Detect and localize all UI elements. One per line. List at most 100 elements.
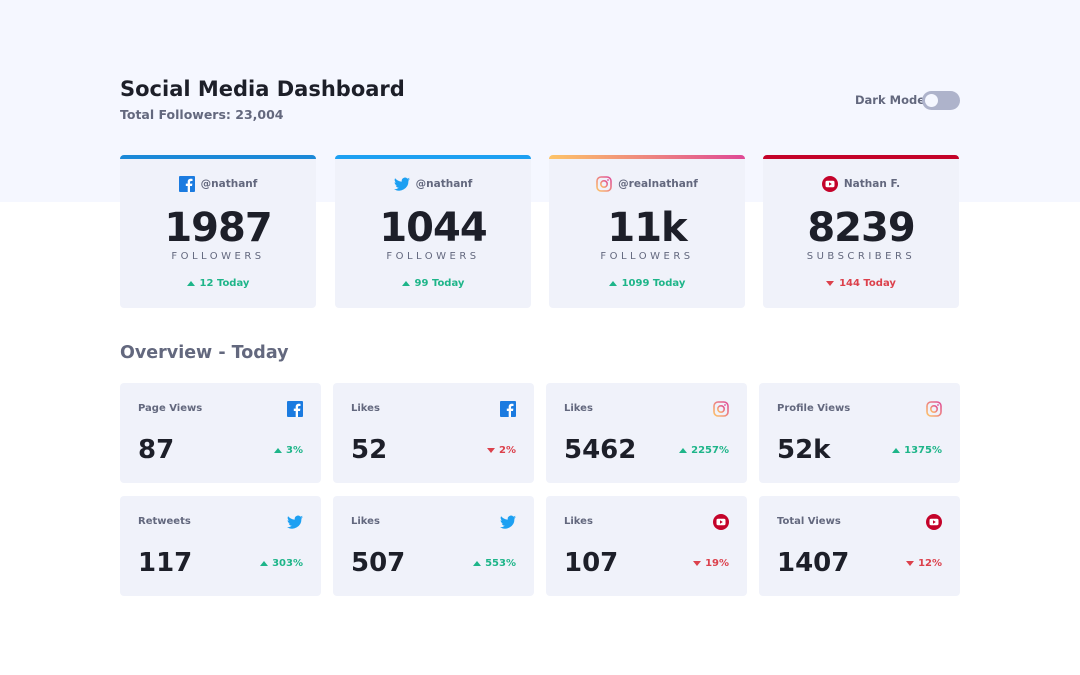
metric-value: 5462 (564, 435, 637, 465)
change-text: 2% (499, 445, 516, 456)
arrow-up (401, 281, 410, 286)
metric-change: 19% (693, 558, 729, 569)
card-accent (335, 155, 531, 159)
daily-change: 1099 Today (549, 278, 745, 289)
change-text: 1375% (904, 445, 942, 456)
card-header: @realnathanf (549, 176, 745, 192)
change-text: 2257% (691, 445, 729, 456)
overview-card: Page Views 87 3% (120, 383, 321, 483)
instagram-icon (926, 401, 942, 417)
overview-card: Likes 5462 2257% (546, 383, 747, 483)
page-title: Social Media Dashboard (120, 77, 405, 101)
card-accent (549, 155, 745, 159)
dark-mode-toggle[interactable] (922, 91, 960, 110)
overview-title: Overview - Today (120, 343, 289, 363)
follower-count: 11k (607, 205, 687, 251)
card-header: @nathanf (120, 176, 316, 192)
follower-card: @nathanf 1987 FOLLOWERS 12 Today (120, 155, 316, 308)
metric-value: 87 (138, 435, 175, 465)
change-text: 303% (272, 558, 303, 569)
arrow-down (906, 561, 915, 566)
change-text: 99 Today (414, 278, 465, 289)
metric-value: 117 (138, 548, 193, 578)
metric-value: 1407 (777, 548, 850, 578)
card-accent (120, 155, 316, 159)
arrow-down (826, 281, 835, 286)
metric-change: 1375% (892, 445, 942, 456)
metric-change: 12% (906, 558, 942, 569)
arrow-down (487, 448, 496, 453)
overview-card: Profile Views 52k 1375% (759, 383, 960, 483)
arrow-up (892, 448, 901, 453)
youtube-icon (821, 176, 838, 192)
arrow-up (260, 561, 269, 566)
arrow-up (274, 448, 283, 453)
metric-value: 107 (564, 548, 619, 578)
follower-card: Nathan F. 8239 SUBSCRIBERS 144 Today (763, 155, 959, 308)
change-text: 12% (918, 558, 942, 569)
metric-change: 2257% (679, 445, 729, 456)
facebook-icon (178, 176, 195, 192)
metric-change: 2% (487, 445, 516, 456)
metric-label: Total Views (777, 516, 841, 527)
metric-label: Likes (564, 516, 593, 527)
count-unit: FOLLOWERS (171, 251, 265, 262)
arrow-up (473, 561, 482, 566)
daily-change: 99 Today (335, 278, 531, 289)
change-text: 19% (705, 558, 729, 569)
change-text: 1099 Today (621, 278, 686, 289)
count-unit: SUBSCRIBERS (806, 251, 916, 262)
total-followers: Total Followers: 23,004 (120, 107, 284, 122)
follower-count: 1044 (379, 205, 487, 251)
overview-card: Total Views 1407 12% (759, 496, 960, 596)
facebook-icon (287, 401, 303, 417)
instagram-icon (713, 401, 729, 417)
arrow-up (679, 448, 688, 453)
metric-change: 3% (274, 445, 303, 456)
handle: @realnathanf (618, 178, 698, 190)
metric-label: Likes (564, 403, 593, 414)
arrow-down (693, 561, 702, 566)
follower-count: 1987 (164, 205, 272, 251)
daily-change: 144 Today (763, 278, 959, 289)
facebook-icon (500, 401, 516, 417)
card-accent (763, 155, 959, 159)
metric-label: Page Views (138, 403, 203, 414)
overview-card: Likes 52 2% (333, 383, 534, 483)
twitter-icon (287, 515, 303, 529)
instagram-icon (596, 176, 612, 192)
overview-card: Likes 107 19% (546, 496, 747, 596)
card-header: @nathanf (335, 176, 531, 192)
metric-label: Likes (351, 403, 380, 414)
metric-value: 507 (351, 548, 406, 578)
metric-label: Profile Views (777, 403, 851, 414)
handle: @nathanf (415, 178, 473, 190)
change-text: 144 Today (839, 278, 896, 289)
metric-change: 553% (473, 558, 516, 569)
youtube-icon (713, 514, 729, 530)
overview-card: Retweets 117 303% (120, 496, 321, 596)
change-text: 553% (485, 558, 516, 569)
youtube-icon (926, 514, 942, 530)
arrow-up (186, 281, 195, 286)
twitter-icon (500, 515, 516, 529)
arrow-up (608, 281, 617, 286)
change-text: 3% (286, 445, 303, 456)
metric-label: Retweets (138, 516, 191, 527)
count-unit: FOLLOWERS (600, 251, 694, 262)
follower-count: 8239 (807, 205, 915, 251)
twitter-icon (393, 177, 410, 191)
metric-value: 52 (351, 435, 388, 465)
change-text: 12 Today (199, 278, 250, 289)
follower-card: @nathanf 1044 FOLLOWERS 99 Today (335, 155, 531, 308)
toggle-label: Dark Mode (855, 93, 926, 107)
handle: Nathan F. (843, 178, 901, 190)
follower-card: @realnathanf 11k FOLLOWERS 1099 Today (549, 155, 745, 308)
metric-label: Likes (351, 516, 380, 527)
metric-value: 52k (777, 435, 831, 465)
card-header: Nathan F. (763, 176, 959, 192)
handle: @nathanf (200, 178, 258, 190)
count-unit: FOLLOWERS (386, 251, 480, 262)
daily-change: 12 Today (120, 278, 316, 289)
overview-card: Likes 507 553% (333, 496, 534, 596)
